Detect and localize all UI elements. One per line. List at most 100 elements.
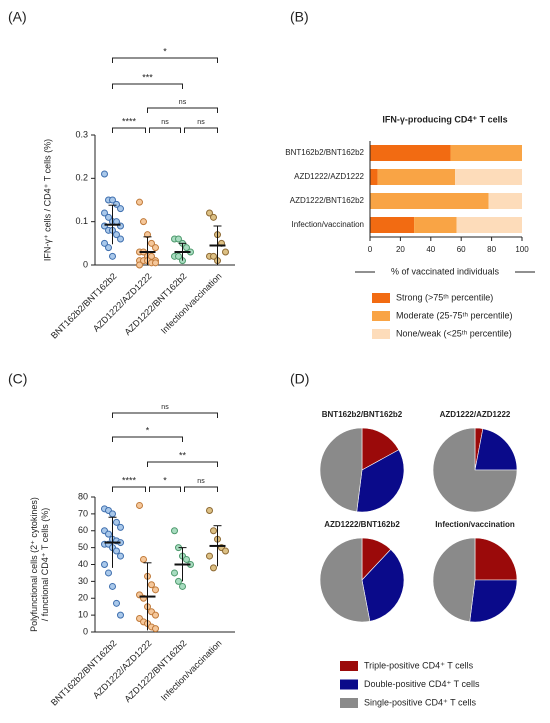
y-tick-label: 20 <box>78 593 88 603</box>
data-point <box>101 239 108 247</box>
data-point <box>109 510 116 518</box>
significance-label: ns <box>179 99 187 106</box>
significance-label: * <box>163 46 167 56</box>
chart-title: IFN-γ-producing CD4⁺ T cells <box>382 114 507 124</box>
data-point <box>152 611 159 619</box>
significance-label: ns <box>161 404 169 411</box>
x-tick-label: AZD1222/AZD1222 <box>91 638 154 701</box>
data-point <box>152 244 159 252</box>
data-point <box>105 530 112 538</box>
data-point <box>152 625 159 633</box>
legend-label: None/weak (<25ᵗʰ percentile) <box>396 328 512 338</box>
legend-swatch <box>372 311 390 321</box>
significance-bracket <box>147 461 218 467</box>
x-tick-label: 60 <box>457 245 466 254</box>
bar-segment <box>455 169 522 185</box>
data-point <box>140 555 147 563</box>
data-point <box>117 205 124 213</box>
pie-slice <box>356 449 405 513</box>
y-tick-label: 60 <box>78 525 88 535</box>
data-point <box>117 235 124 243</box>
data-point <box>171 569 178 577</box>
y-tick-label: 40 <box>78 559 88 569</box>
x-tick-label: 20 <box>396 245 405 254</box>
bar-segment <box>456 217 522 233</box>
y-tick-label: 0.2 <box>75 173 88 183</box>
y-tick-label: 0 <box>83 259 88 269</box>
data-point <box>117 523 124 531</box>
significance-label: ns <box>197 119 205 126</box>
x-tick-label: Infection/vaccination <box>159 638 224 703</box>
x-tick-label: 100 <box>515 245 529 254</box>
legend-swatch <box>340 661 358 671</box>
y-axis-label: Polyfunctional cells (2⁺ cytokines) <box>29 497 39 632</box>
data-point <box>206 552 213 560</box>
bar-segment <box>450 145 522 161</box>
significance-label: * <box>163 475 167 485</box>
data-point <box>183 555 190 563</box>
significance-bracket <box>112 486 146 492</box>
bar-segment <box>414 217 457 233</box>
x-tick-label: 0 <box>368 245 373 254</box>
significance-bracket <box>112 127 146 133</box>
significance-label: ns <box>161 119 169 126</box>
y-tick-label: 10 <box>78 610 88 620</box>
legend-swatch <box>340 698 358 708</box>
data-point <box>175 252 182 260</box>
legend-swatch <box>340 679 358 690</box>
pie-slice <box>361 427 400 471</box>
panel-label: (A) <box>8 9 27 25</box>
significance-bracket <box>184 127 218 133</box>
bar-segment <box>370 217 415 233</box>
y-tick-label: BNT162b2/BNT162b2 <box>285 148 364 157</box>
y-axis-label: IFN-γ⁺ cells / CD4⁺ T cells (%) <box>42 139 52 261</box>
y-tick-label: 70 <box>78 508 88 518</box>
bar-segment <box>488 193 522 209</box>
pie-title: BNT162b2/BNT162b2 <box>322 410 403 419</box>
significance-bracket <box>112 436 183 442</box>
significance-bracket <box>149 486 181 492</box>
significance-bracket <box>184 486 218 492</box>
significance-label: * <box>146 425 150 435</box>
pie-slice <box>361 548 405 622</box>
legend-label: Double-positive CD4⁺ T cells <box>364 679 480 689</box>
y-axis-label: / functional CD4⁺ T cells (%) <box>40 508 50 621</box>
legend-label: Strong (>75ᵗʰ percentile) <box>396 292 493 302</box>
legend-label: Triple-positive CD4⁺ T cells <box>364 660 474 670</box>
data-point <box>210 527 217 535</box>
data-point <box>105 244 112 252</box>
data-point <box>222 248 229 256</box>
data-point <box>113 200 120 208</box>
data-point <box>175 235 182 243</box>
bar-segment <box>370 145 451 161</box>
data-point <box>183 244 190 252</box>
y-tick-label: 0 <box>83 626 88 636</box>
x-tick-label: AZD1222/BNT162b2 <box>122 638 188 704</box>
pie-slice <box>469 579 518 623</box>
x-tick-label: AZD1222/AZD1222 <box>91 271 154 334</box>
data-point <box>136 501 143 509</box>
data-point <box>148 581 155 589</box>
data-point <box>206 507 213 514</box>
legend-label: Moderate (25-75ᵗʰ percentile) <box>396 310 513 320</box>
legend-label: Single-positive CD4⁺ T cells <box>364 697 476 707</box>
data-point <box>101 561 108 568</box>
data-point <box>113 547 120 555</box>
pie-slice <box>432 537 476 623</box>
panel-label: (C) <box>8 371 27 387</box>
y-tick-label: AZD1222/AZD1222 <box>294 172 364 181</box>
significance-bracket <box>147 107 218 113</box>
significance-bracket <box>112 57 218 63</box>
data-point <box>136 261 143 269</box>
pie-slice <box>319 537 371 623</box>
significance-label: ns <box>197 478 205 485</box>
data-point <box>117 552 124 560</box>
bar-segment <box>370 169 378 185</box>
pie-slice <box>319 427 363 513</box>
data-point <box>210 213 217 221</box>
y-tick-label: 0.1 <box>75 216 88 226</box>
pie-slice <box>432 427 518 513</box>
bar-segment <box>370 193 489 209</box>
x-tick-label: AZD1222/BNT162b2 <box>122 271 188 337</box>
